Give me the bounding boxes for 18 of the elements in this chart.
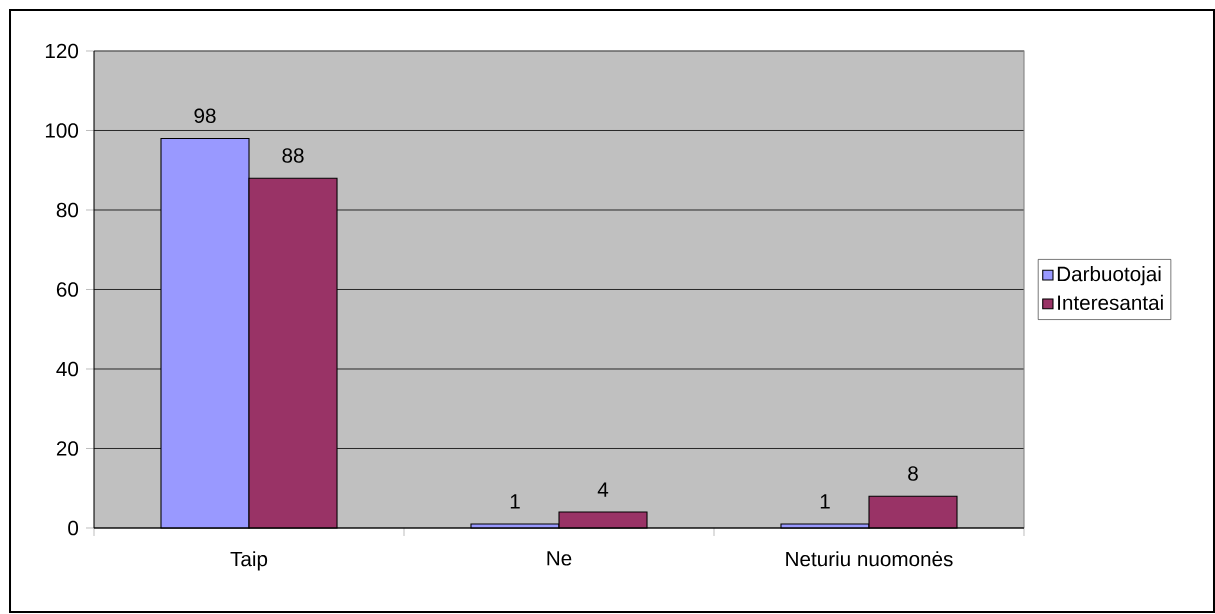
data-label: 8: [908, 466, 918, 481]
data-label: 1: [510, 494, 520, 509]
x-tick-label: Neturiu nuomonės: [786, 551, 953, 567]
y-tick-label: 20: [56, 441, 79, 456]
data-label: 88: [282, 148, 304, 163]
y-tick-label: 100: [45, 123, 79, 138]
y-tick-label: 0: [68, 520, 79, 536]
data-label: 98: [194, 108, 216, 124]
y-tick-label: 40: [56, 361, 79, 377]
x-tick-label: Taip: [230, 551, 268, 571]
legend-label: Interesantai: [1058, 294, 1163, 311]
data-label: 1: [820, 494, 830, 509]
legend-label: Darbuotojai: [1057, 266, 1161, 286]
y-tick-label: 80: [56, 202, 79, 218]
x-tick-label: Ne: [547, 551, 572, 566]
y-tick-label: 120: [45, 43, 79, 59]
data-label: 4: [597, 482, 609, 497]
y-tick-label: 60: [56, 282, 79, 297]
